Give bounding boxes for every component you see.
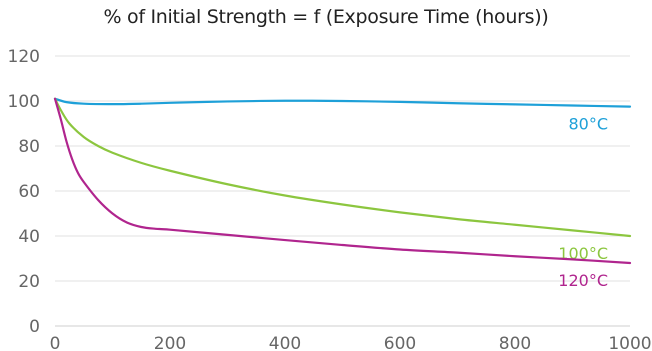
series-line-0 xyxy=(53,97,632,108)
chart-title: % of Initial Strength = f (Exposure Time… xyxy=(103,6,549,28)
x-tick-label: 0 xyxy=(50,334,61,351)
series-line-2 xyxy=(53,97,632,265)
x-tick-label: 800 xyxy=(499,334,531,351)
y-tick-label: 120 xyxy=(8,47,40,67)
series-label-0: 80°C xyxy=(568,115,608,134)
x-tick-label: 200 xyxy=(154,334,186,351)
y-tick-label: 20 xyxy=(18,272,40,292)
y-tick-label: 100 xyxy=(8,92,40,112)
x-tick-label: 600 xyxy=(384,334,416,351)
series-line-1 xyxy=(53,97,632,238)
y-tick-label: 0 xyxy=(29,317,40,337)
y-tick-label: 60 xyxy=(18,182,40,202)
series-label-2: 120°C xyxy=(558,271,608,290)
y-tick-label: 40 xyxy=(18,227,40,247)
x-tick-label: 1000 xyxy=(608,334,651,351)
y-tick-label: 80 xyxy=(18,137,40,157)
x-tick-label: 400 xyxy=(269,334,301,351)
